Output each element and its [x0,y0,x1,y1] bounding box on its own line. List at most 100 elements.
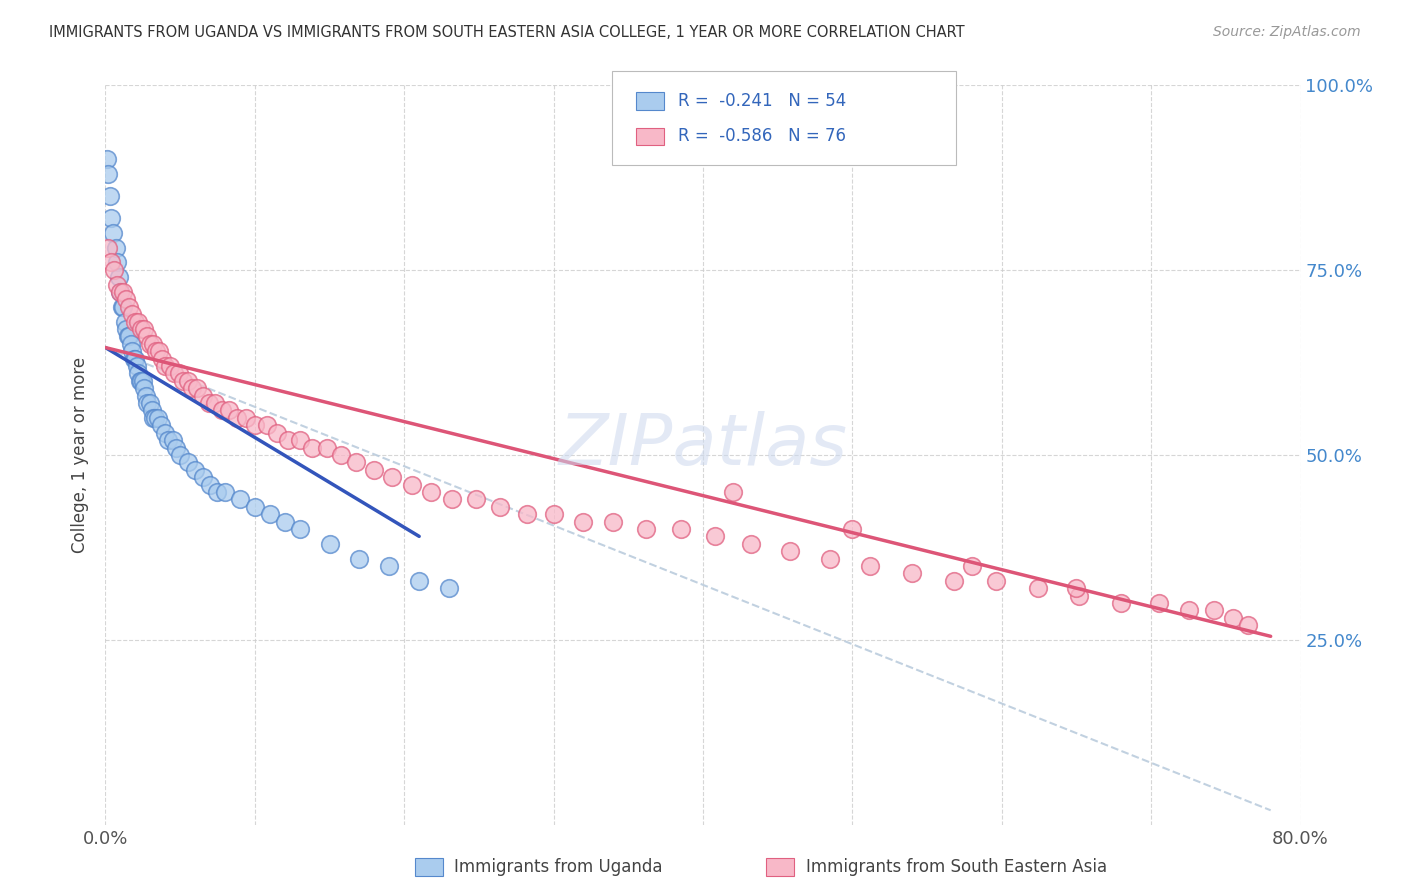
Point [136,329,159,343]
Point [163,367,186,381]
Point [134,322,156,336]
Point [381,470,404,484]
Point [259,507,281,521]
Point [191,389,214,403]
Point [211,403,233,417]
Point [218,403,240,417]
Point [114,315,136,329]
Point [107,255,129,269]
Point [841,522,863,536]
Point [288,433,311,447]
Point [441,492,464,507]
Point [157,433,180,447]
Point [125,359,148,373]
Point [172,374,194,388]
Point [378,558,401,574]
Point [150,351,173,366]
Point [288,522,311,536]
Point [277,433,299,447]
Point [243,418,266,433]
Point [121,344,143,359]
Point [315,441,337,455]
Point [155,425,177,440]
Point [1177,603,1199,617]
Point [464,492,488,507]
Point [167,367,190,381]
Text: ZIPatlas: ZIPatlas [558,411,848,481]
Point [181,381,204,395]
Y-axis label: College, 1 year or more: College, 1 year or more [72,357,90,553]
Point [129,374,153,388]
Point [103,263,125,277]
Point [141,403,163,417]
Point [301,441,323,455]
Point [229,492,252,507]
Point [146,410,169,425]
Point [112,285,135,299]
Point [96,152,118,166]
Point [859,558,882,574]
Point [602,515,624,529]
Point [100,211,122,225]
Text: IMMIGRANTS FROM UGANDA VS IMMIGRANTS FROM SOUTH EASTERN ASIA COLLEGE, 1 YEAR OR : IMMIGRANTS FROM UGANDA VS IMMIGRANTS FRO… [49,25,965,40]
Point [128,374,150,388]
Text: Immigrants from Uganda: Immigrants from Uganda [454,858,662,876]
Point [186,381,208,395]
Point [818,551,841,566]
Point [420,485,443,500]
Point [120,336,142,351]
Point [1066,581,1088,595]
Point [318,537,340,551]
Point [132,374,155,388]
Point [489,500,512,514]
Point [779,544,801,558]
Point [669,522,692,536]
Point [207,485,229,500]
Text: R =  -0.586   N = 76: R = -0.586 N = 76 [678,128,845,145]
Text: Immigrants from South Eastern Asia: Immigrants from South Eastern Asia [806,858,1107,876]
Point [115,293,138,307]
Point [143,410,166,425]
Point [235,410,257,425]
Point [401,477,423,491]
Point [225,410,249,425]
Point [191,470,214,484]
Point [111,300,134,314]
Point [148,344,170,359]
Point [115,322,138,336]
Point [543,507,565,521]
Point [121,307,143,321]
Point [740,537,762,551]
Point [136,396,159,410]
Point [100,255,122,269]
Point [162,433,184,447]
Point [214,485,236,500]
Point [197,396,219,410]
Point [960,558,983,574]
Point [142,336,165,351]
Point [942,574,965,588]
Point [97,241,120,255]
Point [176,374,198,388]
Point [273,515,295,529]
Point [127,315,149,329]
Point [124,315,146,329]
Point [1026,581,1049,595]
Point [101,226,124,240]
Point [176,455,198,469]
Point [124,351,146,366]
Point [134,381,156,395]
Point [118,300,141,314]
Point [107,277,129,292]
Point [159,359,181,373]
Point [139,336,162,351]
Point [1111,596,1133,610]
Point [266,425,288,440]
Point [1222,611,1244,625]
Point [104,241,127,255]
Point [169,448,191,462]
Point [142,410,165,425]
Point [984,574,1007,588]
Text: R =  -0.241   N = 54: R = -0.241 N = 54 [678,92,846,110]
Point [901,566,924,581]
